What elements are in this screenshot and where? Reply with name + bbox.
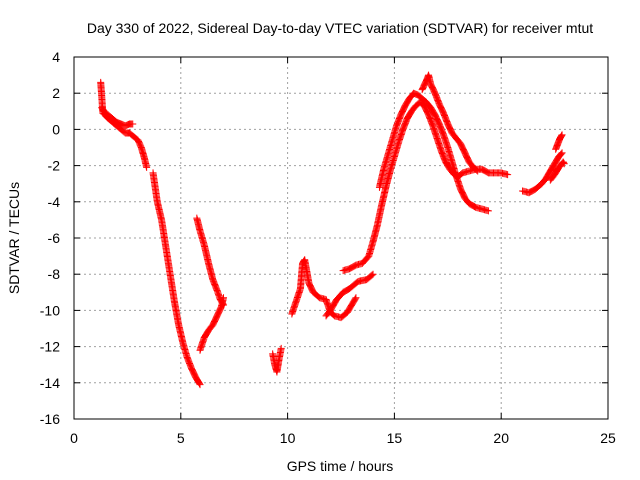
data-point [369, 270, 377, 278]
y-tick-label: -2 [48, 158, 61, 174]
series-track-9 [339, 98, 512, 275]
series-track-14 [552, 131, 566, 153]
data-point [368, 271, 376, 279]
x-tick-label: 10 [280, 430, 296, 446]
data-point [484, 207, 492, 215]
data-point [352, 294, 360, 302]
data-point [220, 294, 228, 302]
y-tick-label: -8 [48, 266, 61, 282]
y-tick-label: -16 [40, 411, 60, 427]
data-point [277, 344, 285, 352]
x-tick-label: 15 [387, 430, 403, 446]
chart-title: Day 330 of 2022, Sidereal Day-to-day VTE… [87, 20, 593, 36]
x-axis-label: GPS time / hours [287, 458, 394, 474]
x-tick-label: 0 [70, 430, 78, 446]
y-tick-label: 4 [52, 49, 60, 65]
data-point [143, 163, 151, 171]
series-track-8 [322, 270, 377, 320]
data-point [129, 120, 137, 128]
data-point [558, 132, 566, 140]
data-point [474, 167, 482, 175]
data-point [557, 133, 565, 141]
data-point [195, 380, 203, 388]
data-point [558, 131, 566, 139]
data-point [196, 381, 204, 389]
data-markers [97, 71, 568, 389]
y-tick-label: -10 [40, 302, 60, 318]
y-axis-label: SDTVAR / TECUs [6, 182, 22, 294]
series-track-2 [98, 104, 137, 130]
series-track-12 [519, 149, 566, 197]
data-point [560, 159, 568, 167]
x-tick-label: 25 [600, 430, 616, 446]
series-track-3 [149, 169, 204, 389]
x-tick-label: 20 [493, 430, 509, 446]
data-point [558, 149, 566, 157]
y-tick-label: 0 [52, 121, 60, 137]
series-track-1 [97, 78, 151, 171]
data-point [473, 166, 481, 174]
x-tick-labels: 0 5 10 15 20 25 [70, 430, 616, 446]
y-tick-label: 2 [52, 85, 60, 101]
data-point [560, 160, 568, 168]
data-point [351, 295, 359, 303]
data-point [556, 151, 564, 159]
series-track-11 [418, 71, 482, 175]
series-track-13 [546, 158, 568, 184]
grid-lines [74, 57, 608, 419]
x-tick-label: 5 [177, 430, 185, 446]
y-tick-label: -14 [40, 375, 60, 391]
y-tick-label: -12 [40, 339, 60, 355]
series-track-5 [196, 294, 228, 354]
series-track-7 [288, 256, 360, 322]
y-tick-label: -6 [48, 230, 61, 246]
series-track-10 [375, 89, 492, 215]
data-point [504, 171, 512, 179]
y-tick-label: -4 [48, 194, 61, 210]
series-track-4 [193, 214, 228, 309]
data-point [559, 158, 567, 166]
series-track-6 [269, 344, 285, 376]
data-point [557, 150, 565, 158]
y-tick-labels: 4 2 0 -2 -4 -6 -8 -10 -12 -14 -16 [40, 49, 60, 427]
axis-ticks [73, 56, 609, 420]
